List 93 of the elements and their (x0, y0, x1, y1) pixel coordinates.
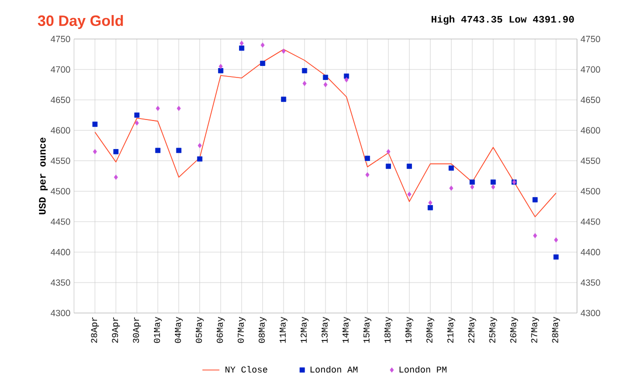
point (449, 186, 454, 191)
x-tick-label: 11May (280, 316, 288, 343)
point (386, 164, 391, 169)
point (239, 46, 244, 51)
chart-title: 30 Day Gold (38, 15, 123, 29)
point (197, 156, 202, 162)
point (428, 200, 432, 206)
point (322, 74, 328, 80)
y2-tick-label: 4500 (580, 188, 600, 194)
point (470, 184, 474, 190)
point (134, 112, 140, 118)
x-tick-label: 04May (174, 316, 183, 343)
y-tick-label: 4500 (50, 188, 70, 194)
x-tick-label: 19May (405, 316, 414, 343)
point (364, 156, 370, 161)
point (260, 60, 266, 66)
x-tick-label: 20May (426, 316, 434, 343)
point (490, 180, 496, 185)
x-tick-label: 01May (154, 316, 162, 343)
y2-tick-label: 4300 (580, 310, 600, 316)
y-axis-title: USD per ounce (38, 138, 48, 214)
x-tick-label: 21May (447, 316, 456, 343)
x-tick-label: 22May (468, 316, 476, 343)
point (198, 142, 202, 148)
x-tick-label: 05May (196, 316, 204, 343)
point (365, 172, 370, 178)
y2-tick-label: 4750 (580, 36, 600, 42)
legend-label: NY Close (225, 366, 268, 373)
y-tick-label: 4750 (50, 36, 70, 42)
point (407, 192, 412, 197)
y2-tick-label: 4350 (580, 279, 600, 286)
point (448, 165, 454, 171)
point (134, 120, 139, 126)
y-tick-label: 4700 (50, 66, 70, 73)
x-tick-label: 25May (489, 316, 498, 343)
x-tick-label: 12May (300, 316, 308, 343)
y-tick-label: 4300 (50, 310, 70, 316)
x-tick-label: 14May (342, 316, 350, 343)
y-tick-label: 4650 (50, 96, 70, 104)
point (156, 106, 160, 112)
point (344, 77, 348, 82)
y2-tick-label: 4400 (580, 248, 600, 256)
x-tick-label: 28Apr (91, 317, 99, 343)
y-tick-label: 4550 (50, 158, 70, 164)
x-tick-label: 15May (364, 316, 372, 343)
point (240, 40, 244, 46)
y-tick-label: 4450 (50, 218, 70, 225)
x-tick-label: 08May (258, 316, 267, 343)
point (176, 106, 181, 112)
y2-tick-label: 4450 (580, 218, 600, 225)
x-tick-label: 29Apr (112, 317, 120, 343)
point (176, 148, 182, 154)
point (280, 96, 286, 102)
x-tick-label: 30Apr (132, 317, 141, 343)
point (155, 148, 160, 154)
legend-label: London AM (310, 366, 358, 373)
x-tick-label: 18May (384, 316, 392, 343)
point (491, 184, 496, 190)
point (282, 48, 286, 54)
point (114, 174, 118, 180)
x-tick-label: 28May (552, 316, 560, 343)
x-tick-label: 06May (216, 316, 225, 343)
point (344, 74, 350, 79)
point (302, 68, 308, 74)
point (92, 149, 97, 154)
point (428, 205, 433, 210)
point (113, 149, 119, 154)
x-tick-label: 27May (531, 316, 540, 343)
point (260, 42, 265, 48)
y2-tick-label: 4700 (580, 66, 600, 73)
x-tick-label: 26May (510, 316, 518, 343)
point (406, 164, 412, 169)
point (553, 254, 559, 260)
y2-tick-label: 4550 (580, 158, 600, 164)
point (470, 180, 475, 185)
point (218, 64, 223, 69)
point (218, 68, 224, 74)
y2-tick-label: 4650 (580, 96, 600, 104)
point (324, 82, 328, 88)
legend-label: London PM (400, 366, 446, 373)
x-tick-label: 07May (238, 316, 246, 343)
point (302, 80, 307, 86)
y-tick-label: 4350 (50, 279, 70, 286)
y2-tick-label: 4600 (580, 127, 600, 134)
point (386, 149, 390, 154)
x-tick-label: 13May (322, 316, 330, 343)
point (554, 237, 558, 243)
point (532, 197, 538, 202)
point (533, 233, 538, 238)
point (92, 122, 98, 127)
text: High 4743.35 Low 4391.90 (432, 15, 574, 25)
y-tick-label: 4600 (50, 127, 70, 134)
y-tick-label: 4400 (50, 248, 70, 256)
